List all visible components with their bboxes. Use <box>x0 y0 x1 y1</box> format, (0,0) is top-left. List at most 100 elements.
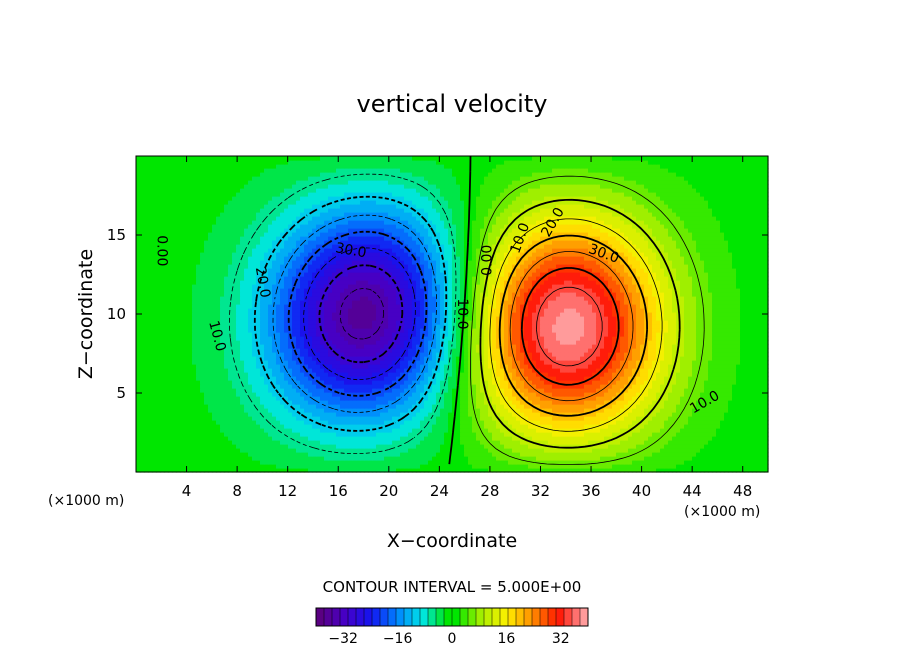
heatmap-cell <box>592 428 597 433</box>
heatmap-cell <box>180 400 185 405</box>
heatmap-cell <box>344 400 349 405</box>
heatmap-cell <box>268 420 273 425</box>
heatmap-cell <box>712 404 717 409</box>
heatmap-cell <box>704 452 709 457</box>
heatmap-cell <box>296 432 301 437</box>
heatmap-cell <box>192 432 197 437</box>
heatmap-cell <box>508 432 513 437</box>
heatmap-cell <box>740 400 745 405</box>
heatmap-cell <box>372 416 377 421</box>
heatmap-cell <box>268 428 273 433</box>
heatmap-cell <box>452 432 457 437</box>
heatmap-cell <box>556 372 561 377</box>
heatmap-cell <box>644 408 649 413</box>
heatmap-cell <box>732 408 737 413</box>
heatmap-cell <box>192 460 197 465</box>
heatmap-cell <box>420 384 425 389</box>
heatmap-cell <box>268 424 273 429</box>
heatmap-cell <box>464 424 469 429</box>
heatmap-cell <box>516 412 521 417</box>
heatmap-cell <box>580 396 585 401</box>
heatmap-cell <box>632 436 637 441</box>
heatmap-cell <box>364 460 369 465</box>
heatmap-cell <box>136 412 141 417</box>
heatmap-cell <box>356 404 361 409</box>
heatmap-cell <box>576 384 581 389</box>
heatmap-cell <box>400 444 405 449</box>
heatmap-cell <box>320 376 325 381</box>
heatmap-cell <box>180 384 185 389</box>
heatmap-cell <box>420 392 425 397</box>
heatmap-cell <box>604 388 609 393</box>
heatmap-cell <box>684 384 689 389</box>
heatmap-cell <box>720 356 725 361</box>
heatmap-cell <box>716 360 721 365</box>
heatmap-cell <box>156 368 161 373</box>
heatmap-cell <box>492 380 497 385</box>
heatmap-cell <box>360 420 365 425</box>
heatmap-cell <box>704 408 709 413</box>
heatmap-cell <box>396 456 401 461</box>
heatmap-cell <box>420 372 425 377</box>
heatmap-cell <box>360 376 365 381</box>
heatmap-cell <box>644 424 649 429</box>
heatmap-cell <box>264 356 269 361</box>
heatmap-cell <box>740 412 745 417</box>
heatmap-cell <box>452 396 457 401</box>
heatmap-cell <box>468 456 473 461</box>
heatmap-cell <box>352 432 357 437</box>
heatmap-cell <box>396 396 401 401</box>
heatmap-cell <box>148 400 153 405</box>
heatmap-cell <box>252 456 257 461</box>
heatmap-cell <box>496 464 501 469</box>
heatmap-cell <box>748 348 753 353</box>
heatmap-cell <box>592 388 597 393</box>
heatmap-cell <box>264 408 269 413</box>
heatmap-cell <box>300 452 305 457</box>
heatmap-cell <box>328 436 333 441</box>
heatmap-cell <box>648 348 653 353</box>
heatmap-cell <box>444 392 449 397</box>
heatmap-cell <box>620 384 625 389</box>
heatmap-cell <box>472 452 477 457</box>
heatmap-cell <box>576 372 581 377</box>
heatmap-cell <box>552 356 557 361</box>
heatmap-cell <box>364 388 369 393</box>
heatmap-cell <box>764 396 769 401</box>
heatmap-cell <box>472 352 477 357</box>
heatmap-cell <box>464 416 469 421</box>
heatmap-cell <box>436 344 441 349</box>
heatmap-cell <box>160 400 165 405</box>
heatmap-cell <box>324 464 329 469</box>
heatmap-cell <box>144 380 149 385</box>
heatmap-cell <box>460 460 465 465</box>
heatmap-cell <box>464 408 469 413</box>
heatmap-cell <box>604 404 609 409</box>
heatmap-cell <box>588 372 593 377</box>
heatmap-cell <box>720 364 725 369</box>
heatmap-cell <box>484 388 489 393</box>
heatmap-cell <box>364 344 369 349</box>
heatmap-cell <box>204 452 209 457</box>
heatmap-cell <box>172 452 177 457</box>
heatmap-cell <box>268 416 273 421</box>
heatmap-cell <box>500 364 505 369</box>
heatmap-cell <box>184 440 189 445</box>
heatmap-cell <box>660 408 665 413</box>
heatmap-cell <box>400 400 405 405</box>
heatmap-cell <box>292 452 297 457</box>
heatmap-cell <box>444 432 449 437</box>
heatmap-cell <box>756 400 761 405</box>
heatmap-cell <box>704 388 709 393</box>
heatmap-cell <box>196 356 201 361</box>
heatmap-cell <box>476 360 481 365</box>
heatmap-cell <box>744 360 749 365</box>
heatmap-cell <box>240 440 245 445</box>
heatmap-cell <box>688 436 693 441</box>
heatmap-cell <box>404 420 409 425</box>
heatmap-cell <box>324 432 329 437</box>
heatmap-cell <box>468 468 473 473</box>
heatmap-cell <box>420 404 425 409</box>
heatmap-cell <box>152 468 157 473</box>
heatmap-cell <box>276 452 281 457</box>
